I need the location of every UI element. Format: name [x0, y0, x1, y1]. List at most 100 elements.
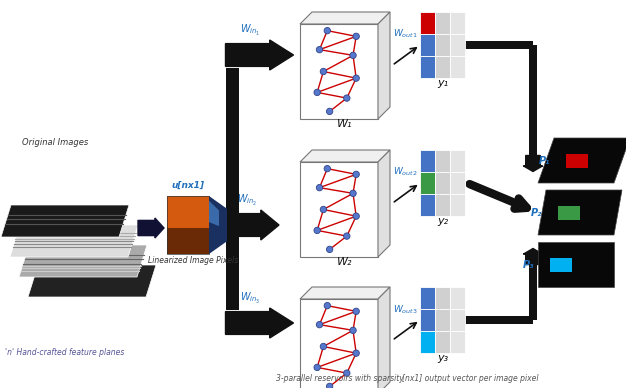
Circle shape [316, 184, 322, 191]
Bar [435, 194, 450, 216]
Circle shape [326, 246, 333, 253]
Bar [420, 12, 435, 34]
Circle shape [326, 108, 333, 114]
Bar [450, 194, 465, 216]
Circle shape [321, 343, 327, 350]
Polygon shape [209, 201, 219, 226]
Bar [420, 172, 435, 194]
Bar [420, 309, 435, 331]
Bar [450, 172, 465, 194]
Text: y₂: y₂ [437, 216, 448, 226]
Bar [558, 206, 580, 220]
Text: $W_{in_1}$: $W_{in_1}$ [240, 23, 260, 38]
Bar [450, 12, 465, 34]
Bar [225, 225, 239, 310]
Bar [435, 34, 450, 56]
Polygon shape [10, 225, 138, 257]
Text: 'n' Hand-crafted feature planes: 'n' Hand-crafted feature planes [5, 348, 125, 357]
Circle shape [324, 165, 331, 172]
Bar [435, 309, 450, 331]
Circle shape [344, 370, 350, 376]
Bar [450, 287, 465, 309]
Bar [550, 258, 572, 272]
Text: W₁: W₁ [337, 119, 352, 129]
Circle shape [326, 383, 333, 388]
Bar [435, 331, 450, 353]
Circle shape [344, 233, 350, 239]
Text: 3-parallel reservoirs with sparsity: 3-parallel reservoirs with sparsity [276, 374, 404, 383]
Polygon shape [538, 190, 622, 235]
Circle shape [314, 227, 321, 234]
Text: y₃: y₃ [437, 353, 448, 363]
Text: W₂: W₂ [337, 257, 352, 267]
Polygon shape [300, 24, 378, 119]
Text: $W_{in_2}$: $W_{in_2}$ [237, 193, 257, 208]
Text: $W_{out3}$: $W_{out3}$ [393, 303, 418, 315]
Circle shape [324, 303, 331, 309]
Polygon shape [1, 205, 129, 237]
Bar [435, 56, 450, 78]
Text: P₁: P₁ [538, 156, 550, 166]
Circle shape [350, 52, 356, 59]
Circle shape [314, 89, 321, 95]
Polygon shape [300, 12, 390, 24]
Text: P₃: P₃ [523, 260, 534, 270]
Bar [167, 196, 209, 254]
Polygon shape [300, 299, 378, 388]
Polygon shape [227, 210, 279, 240]
Polygon shape [523, 156, 543, 171]
Polygon shape [300, 162, 378, 257]
Circle shape [314, 364, 321, 371]
Text: $W_{out2}$: $W_{out2}$ [393, 166, 418, 178]
Bar [450, 34, 465, 56]
Polygon shape [378, 12, 390, 119]
Bar [465, 41, 533, 49]
Circle shape [344, 95, 350, 101]
Circle shape [353, 75, 359, 81]
Bar [420, 194, 435, 216]
Bar [529, 45, 537, 161]
Circle shape [321, 206, 327, 213]
Circle shape [353, 33, 359, 40]
Bar [450, 150, 465, 172]
Text: y₁: y₁ [437, 78, 448, 88]
Bar [435, 172, 450, 194]
Polygon shape [209, 196, 227, 254]
Text: P₂: P₂ [531, 208, 542, 218]
Text: Original Images: Original Images [22, 138, 88, 147]
Circle shape [350, 190, 356, 197]
Bar [435, 287, 450, 309]
Circle shape [350, 327, 356, 334]
Polygon shape [28, 265, 156, 297]
Polygon shape [19, 245, 147, 277]
Polygon shape [225, 40, 294, 70]
Bar [420, 34, 435, 56]
Bar [167, 228, 209, 254]
Bar [167, 196, 209, 228]
Polygon shape [378, 287, 390, 388]
Bar [225, 68, 239, 225]
Polygon shape [225, 308, 294, 338]
Circle shape [321, 68, 327, 75]
Bar [435, 150, 450, 172]
Polygon shape [138, 218, 164, 238]
Circle shape [353, 213, 359, 219]
Bar [450, 56, 465, 78]
Bar [450, 309, 465, 331]
Text: [nx1] output vector per image pixel: [nx1] output vector per image pixel [402, 374, 538, 383]
Polygon shape [538, 138, 626, 183]
Bar [529, 265, 537, 320]
Polygon shape [300, 150, 390, 162]
Circle shape [353, 171, 359, 178]
Text: Linearized Image Pixels: Linearized Image Pixels [148, 256, 238, 265]
Text: $W_{in_3}$: $W_{in_3}$ [240, 291, 260, 306]
Circle shape [316, 47, 322, 53]
Bar [420, 331, 435, 353]
Bar [566, 154, 588, 168]
Bar [465, 316, 533, 324]
Text: u[nx1]: u[nx1] [172, 181, 205, 190]
Polygon shape [300, 287, 390, 299]
Bar [435, 12, 450, 34]
Polygon shape [538, 242, 614, 287]
Bar [420, 287, 435, 309]
